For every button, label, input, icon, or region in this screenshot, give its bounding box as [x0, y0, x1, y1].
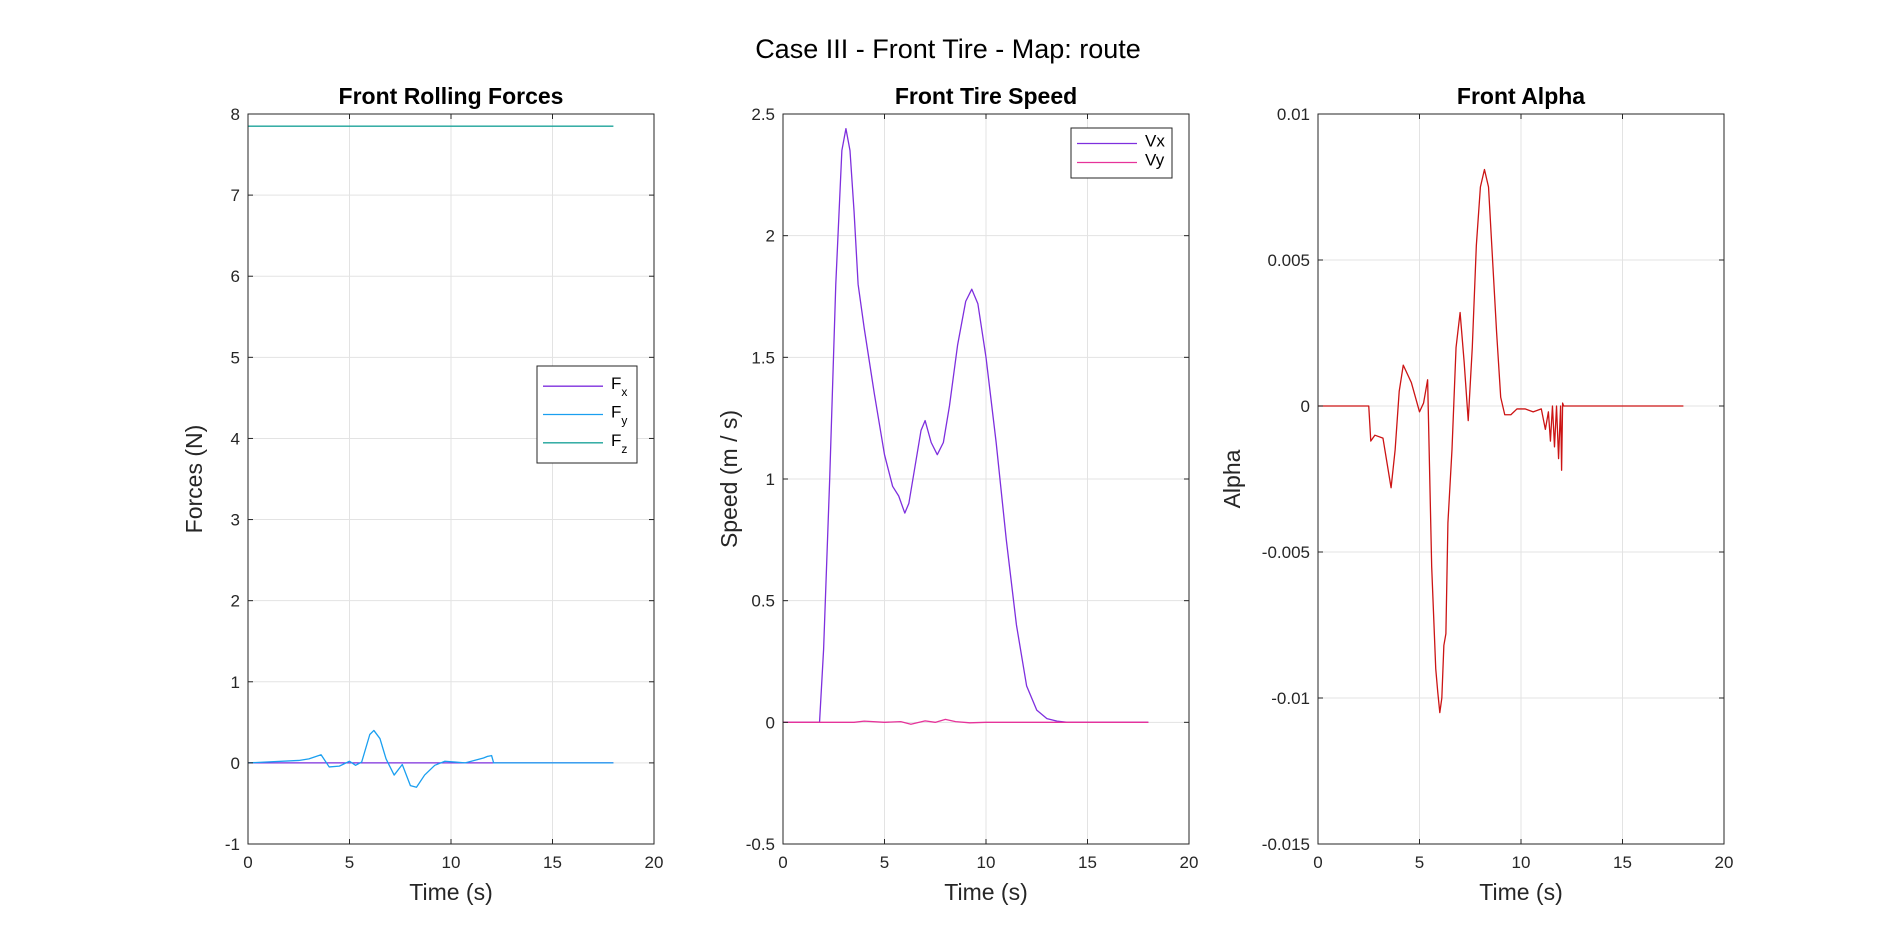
y-tick-label: 4	[231, 429, 240, 448]
y-tick-label: 5	[231, 348, 240, 367]
y-tick-label: 1.5	[751, 348, 775, 367]
series-line-1	[247, 729, 614, 788]
legend-entry-label: Vy	[1145, 151, 1165, 170]
series-line-0	[783, 127, 1149, 723]
x-tick-label: 0	[243, 853, 252, 872]
y-tick-label: 2	[231, 592, 240, 611]
y-tick-label: -0.5	[746, 835, 775, 854]
y-tick-label: 0	[231, 754, 240, 773]
x-tick-label: 10	[977, 853, 996, 872]
x-tick-label: 0	[1313, 853, 1322, 872]
legend-box	[1070, 127, 1173, 179]
subplot-title: Front Tire Speed	[895, 83, 1077, 109]
x-tick-label: 15	[543, 853, 562, 872]
y-tick-label: -0.015	[1262, 835, 1310, 854]
x-tick-label: 5	[880, 853, 889, 872]
series-line-1	[783, 718, 1149, 725]
y-tick-label: 6	[231, 267, 240, 286]
x-tick-label: 20	[645, 853, 664, 872]
y-tick-label: 0.5	[751, 592, 775, 611]
x-axis-label: Time (s)	[409, 879, 492, 905]
x-tick-label: 0	[778, 853, 787, 872]
y-tick-label: -0.005	[1262, 543, 1310, 562]
y-tick-label: 1	[231, 673, 240, 692]
x-tick-label: 15	[1078, 853, 1097, 872]
y-tick-label: 0	[1301, 397, 1310, 416]
x-tick-label: 5	[345, 853, 354, 872]
y-tick-label: 0	[766, 713, 775, 732]
x-tick-label: 15	[1613, 853, 1632, 872]
x-axis-label: Time (s)	[1479, 879, 1562, 905]
series-line-0	[1318, 168, 1684, 714]
legend-entry-label: Vx	[1145, 132, 1165, 151]
y-tick-label: -0.01	[1271, 689, 1310, 708]
x-axis-label: Time (s)	[944, 879, 1027, 905]
y-tick-label: 1	[766, 470, 775, 489]
y-tick-label: 2	[766, 227, 775, 246]
subplot-front-alpha: 0 5 10 15 20 -0.015 -0.01 -0.005 0 0.005 0.01 Front…	[1219, 83, 1733, 905]
x-tick-label: 10	[442, 853, 461, 872]
x-tick-label: 5	[1415, 853, 1424, 872]
subplot-title: Front Rolling Forces	[339, 83, 564, 109]
y-tick-label: 7	[231, 186, 240, 205]
y-tick-label: 0.01	[1277, 105, 1310, 124]
y-tick-label: 0.005	[1267, 251, 1310, 270]
y-tick-label: 3	[231, 511, 240, 530]
y-axis-label: Speed (m / s)	[716, 410, 742, 548]
x-tick-label: 10	[1512, 853, 1531, 872]
x-tick-label: 20	[1180, 853, 1199, 872]
figure-title: Case III - Front Tire - Map: route	[755, 34, 1141, 64]
x-tick-label: 20	[1715, 853, 1734, 872]
y-tick-label: 8	[231, 105, 240, 124]
subplot-title: Front Alpha	[1457, 83, 1585, 109]
y-tick-label: 2.5	[751, 105, 775, 124]
y-axis-label: Alpha	[1219, 449, 1245, 508]
y-axis-label: Forces (N)	[181, 425, 207, 534]
y-tick-label: -1	[225, 835, 240, 854]
